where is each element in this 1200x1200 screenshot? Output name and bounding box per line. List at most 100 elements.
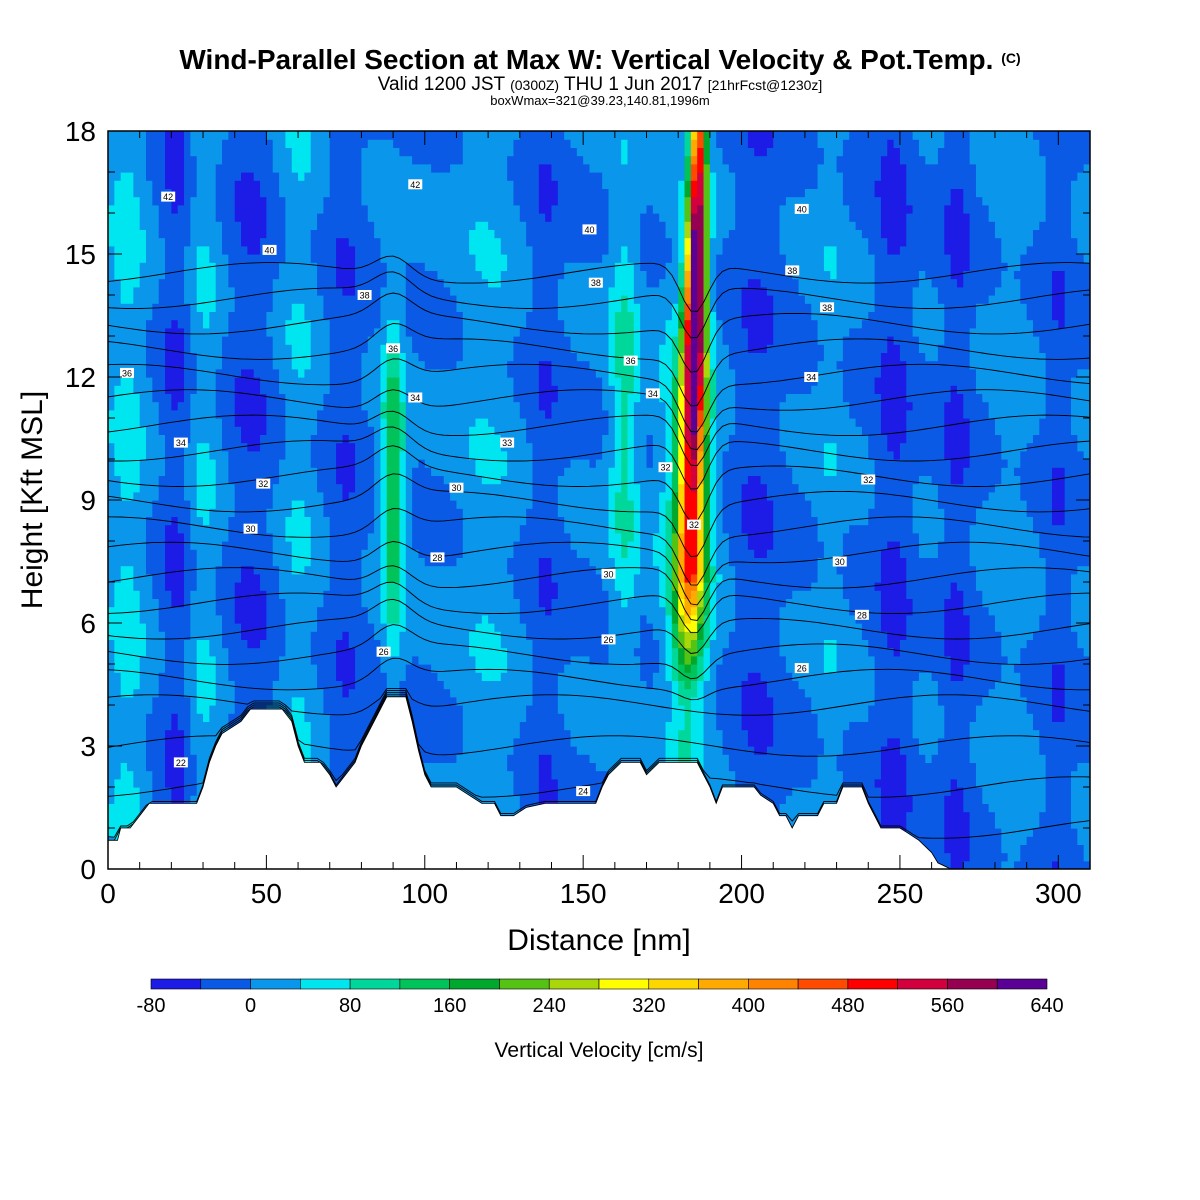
velocity-cell (285, 131, 293, 148)
velocity-cell (266, 508, 274, 534)
isentrope-line (108, 410, 1090, 467)
velocity-cell (817, 557, 825, 739)
velocity-cell (836, 754, 844, 772)
isentrope-line (108, 358, 1090, 433)
velocity-cell (152, 131, 160, 206)
velocity-cell (728, 368, 736, 435)
velocity-cell (469, 254, 477, 427)
velocity-cell (304, 565, 312, 722)
velocity-cell (532, 131, 540, 869)
velocity-cell (589, 565, 597, 665)
velocity-cell (975, 590, 983, 706)
velocity-cell (196, 131, 204, 247)
velocity-cell (918, 352, 926, 476)
velocity-cell (1058, 467, 1066, 526)
y-tick-label: 18 (65, 116, 96, 147)
velocity-cell (627, 393, 635, 501)
velocity-cell (576, 655, 584, 755)
velocity-cell (228, 311, 236, 485)
velocity-cell (412, 549, 420, 657)
velocity-cell (431, 270, 439, 370)
velocity-cell (570, 549, 578, 657)
velocity-cell (811, 319, 819, 386)
velocity-cell (684, 221, 692, 239)
velocity-cell (171, 606, 179, 714)
velocity-cell (842, 729, 850, 796)
velocity-cell (1058, 664, 1066, 722)
velocity-cell (595, 172, 603, 263)
velocity-cell (697, 590, 705, 608)
velocity-cell (1020, 131, 1028, 255)
isentrope-line (108, 692, 1090, 798)
velocity-cell (912, 483, 920, 534)
velocity-cell (310, 631, 318, 665)
velocity-cell (1077, 565, 1085, 649)
velocity-cell (690, 614, 698, 632)
velocity-cell (1083, 368, 1090, 460)
velocity-cell (247, 131, 255, 173)
velocity-cell (342, 295, 350, 435)
velocity-cell (190, 393, 198, 550)
velocity-cell (424, 664, 432, 763)
velocity-cell (1077, 254, 1085, 370)
velocity-cell (513, 598, 521, 739)
velocity-cell (602, 188, 610, 255)
velocity-cell (399, 352, 407, 403)
velocity-cell (690, 155, 698, 165)
velocity-cell (374, 639, 382, 731)
velocity-cell (507, 180, 515, 362)
velocity-cell (393, 147, 401, 321)
velocity-cell (247, 172, 255, 255)
velocity-cell (836, 131, 844, 157)
velocity-cell (437, 278, 445, 370)
velocity-cell (880, 549, 888, 632)
colorbar-swatch (250, 978, 301, 990)
velocity-cell (317, 688, 325, 804)
velocity-cell (412, 352, 420, 468)
velocity-cell (431, 672, 439, 763)
velocity-cell (1032, 434, 1040, 534)
velocity-cell (646, 286, 654, 435)
velocity-cell (925, 557, 933, 673)
isentrope-line (108, 598, 1090, 654)
velocity-cell (906, 131, 914, 206)
velocity-cell (944, 401, 952, 460)
velocity-cell (285, 147, 293, 321)
velocity-cell (386, 377, 394, 583)
velocity-cell (165, 327, 172, 394)
velocity-cell (823, 442, 831, 476)
velocity-cell (380, 286, 388, 345)
velocity-cell (861, 237, 869, 321)
velocity-cell (804, 696, 812, 788)
theta-label: 34 (408, 392, 423, 403)
velocity-cell (703, 680, 711, 854)
velocity-cell (906, 409, 914, 599)
velocity-cell (697, 131, 705, 148)
velocity-cell (918, 131, 926, 157)
velocity-cell (500, 672, 508, 845)
velocity-cell (665, 500, 673, 616)
velocity-cell (969, 721, 977, 763)
velocity-cell (279, 393, 286, 460)
velocity-cell (431, 172, 439, 271)
velocity-cell (551, 131, 559, 181)
velocity-cell (317, 491, 325, 608)
velocity-cell (874, 582, 882, 591)
velocity-cell (887, 336, 895, 452)
velocity-cell (152, 696, 160, 804)
colorbar-swatch (847, 978, 898, 990)
velocity-cell (177, 327, 185, 403)
velocity-cell (1039, 221, 1047, 353)
velocity-cell (564, 336, 572, 468)
velocity-cell (899, 754, 907, 837)
velocity-cell (785, 131, 793, 198)
velocity-cell (488, 623, 496, 681)
velocity-cell (310, 262, 318, 435)
velocity-cell (646, 467, 654, 624)
velocity-cell (253, 450, 261, 575)
velocity-cell (861, 319, 869, 435)
velocity-cell (526, 131, 534, 247)
isentrope-line (108, 565, 1090, 621)
velocity-cell (792, 483, 800, 591)
velocity-cell (285, 319, 293, 345)
